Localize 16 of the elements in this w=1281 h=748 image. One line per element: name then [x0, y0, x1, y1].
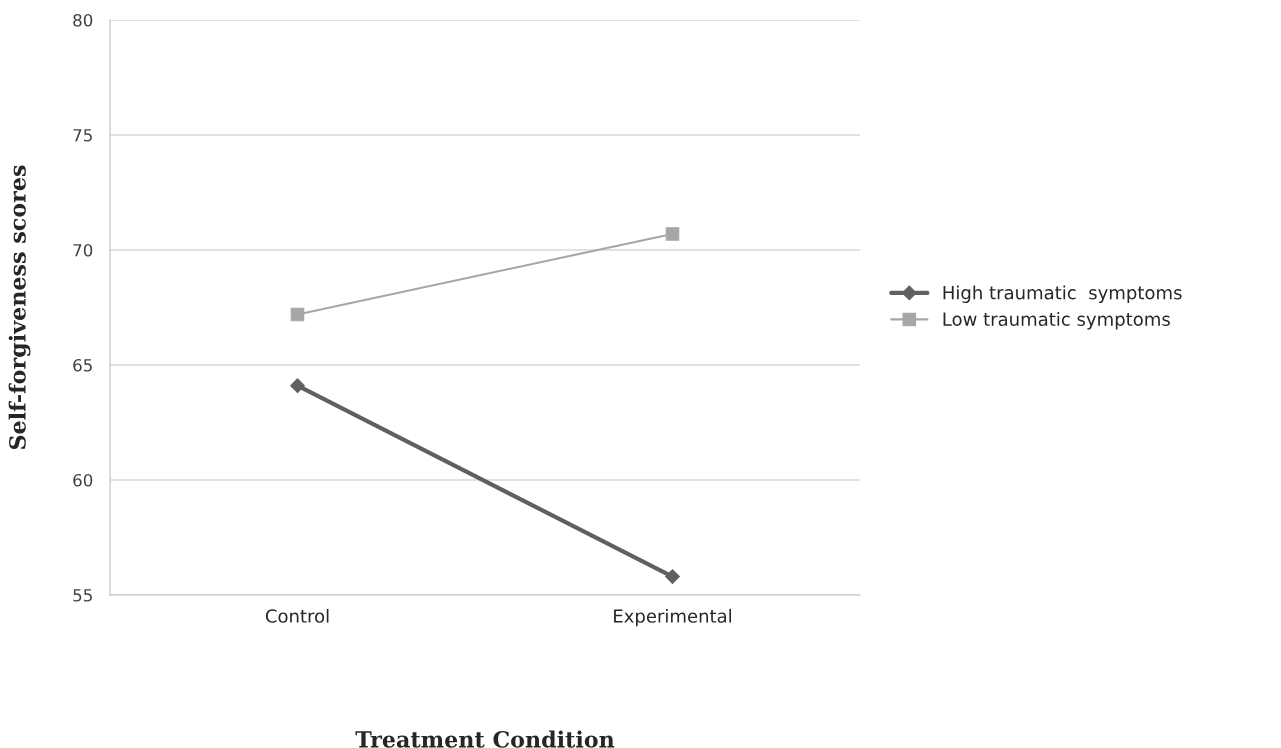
- point: [290, 378, 305, 394]
- x-axis-title: Treatment Condition: [355, 730, 615, 748]
- legend-label: High traumatic symptoms: [943, 285, 1182, 303]
- point: [665, 227, 680, 241]
- y-tick-label: 80: [73, 13, 93, 27]
- legend-label: Low traumatic symptoms: [943, 312, 1170, 330]
- y-tick-label: 65: [73, 358, 92, 372]
- point: [665, 569, 680, 584]
- y-axis-title: Self-forgiveness scores: [8, 165, 31, 450]
- y-tick-label: 70: [73, 243, 93, 257]
- y-tick-label: 75: [73, 129, 92, 142]
- x-tick-label: Control: [265, 608, 329, 623]
- point: [290, 307, 305, 322]
- y-tick-label: 60: [73, 473, 93, 487]
- y-tick-label: 55: [73, 589, 92, 602]
- x-tick-label: Experimental: [614, 608, 732, 627]
